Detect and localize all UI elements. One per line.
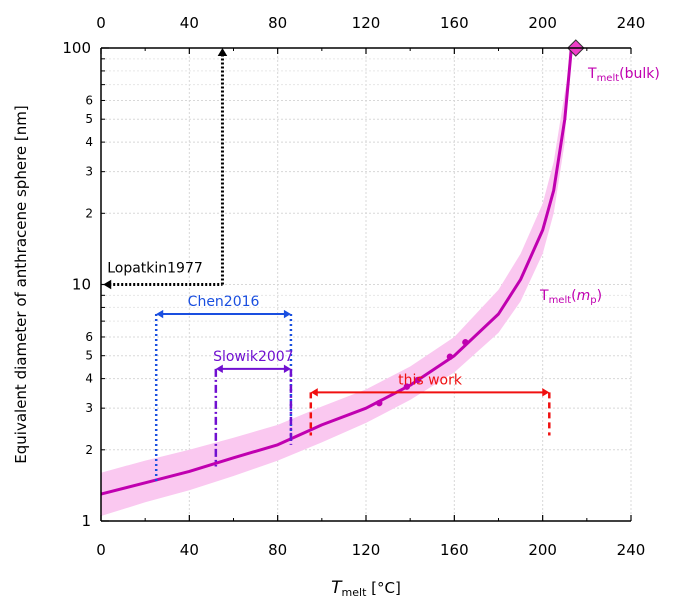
annotation-label: Chen2016: [188, 294, 260, 310]
arrow-head: [156, 309, 164, 319]
axes: [100, 47, 632, 522]
y-minor-tick-label: 4: [85, 135, 93, 149]
arrow-head: [310, 388, 318, 397]
x-axis-title: Tmelt [°C]: [331, 578, 401, 599]
arrow-head: [217, 48, 228, 56]
x-tick-label: 40: [180, 541, 199, 559]
y-minor-tick-label: 3: [85, 165, 93, 179]
literature-annotations: Lopatkin1977 Chen2016 Slowik2007 this work: [103, 48, 551, 483]
uncertainty-band: [101, 48, 574, 516]
y-minor-tick-label: 6: [85, 330, 93, 344]
x-tick-label-top: 240: [617, 14, 646, 32]
grid: [100, 47, 632, 522]
y-minor-tick-label: 5: [85, 112, 93, 126]
curve-marker: [446, 353, 454, 360]
annotation-label: Slowik2007: [213, 349, 293, 365]
y-tick-label: 1: [81, 512, 91, 530]
curve-marker: [414, 376, 422, 384]
y-axis-title: Equivalent diameter of anthracene sphere…: [12, 105, 30, 463]
x-tick-label: 120: [352, 541, 381, 559]
melt-curve: [100, 39, 585, 496]
bulk-label: Tmelt(bulk): [587, 66, 660, 84]
x-tick-label-top: 40: [180, 14, 199, 32]
x-tick-label: 240: [617, 541, 646, 559]
x-tick-label-top: 120: [352, 14, 381, 32]
arrow-head: [542, 388, 550, 397]
curve-marker: [462, 339, 469, 346]
arrow-head: [283, 309, 291, 319]
x-tick-label: 200: [528, 541, 557, 559]
melt-curve-line: [100, 47, 573, 496]
x-tick-label-top: 80: [268, 14, 287, 32]
y-minor-tick-label: 5: [85, 349, 93, 363]
x-tick-label: 160: [440, 541, 469, 559]
x-tick-label-top: 200: [528, 14, 557, 32]
curve-marker: [403, 383, 411, 390]
uncertainty-band-area: [101, 48, 574, 516]
curve-label: Tmelt(mp): [539, 288, 602, 306]
annotation-label: this work: [398, 372, 463, 388]
x-tick-label: 80: [268, 541, 287, 559]
x-tick-label-top: 160: [440, 14, 469, 32]
curve-marker: [376, 399, 383, 407]
y-minor-tick-label: 2: [85, 443, 93, 457]
labels: 0 0 40 40 80 80 120 120 160 160 200 200 240 240 1 10 100…: [12, 14, 660, 599]
y-tick-label: 10: [72, 276, 91, 294]
y-minor-tick-label: 2: [85, 206, 93, 220]
y-minor-tick-label: 3: [85, 401, 93, 415]
y-minor-tick-label: 6: [85, 93, 93, 107]
y-minor-tick-label: 4: [85, 372, 93, 386]
annotation-lopatkin1977: Lopatkin1977: [103, 48, 228, 290]
arrow-head: [215, 364, 223, 374]
arrow-head: [283, 364, 291, 374]
annotation-this-work: this work: [309, 372, 551, 436]
annotation-label: Lopatkin1977: [107, 261, 203, 277]
x-tick-label-top: 0: [96, 14, 106, 32]
y-tick-label: 100: [62, 39, 91, 57]
annotation-slowik2007: Slowik2007: [213, 349, 294, 467]
annotation-chen2016: Chen2016: [154, 294, 293, 483]
x-tick-label: 0: [96, 541, 106, 559]
